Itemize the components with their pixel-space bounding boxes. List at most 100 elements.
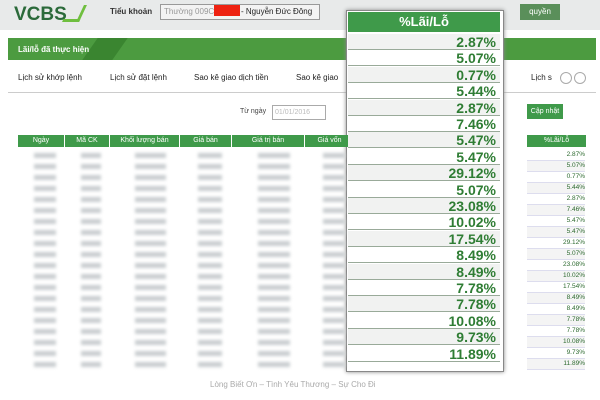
column-header: Ngày xyxy=(18,135,65,147)
rights-button[interactable]: quyền xyxy=(520,4,560,20)
profit-loss-cell: 23.08% xyxy=(527,260,585,271)
blurred-cell xyxy=(198,329,222,334)
blurred-cell xyxy=(134,252,166,257)
account-label: Tiểu khoản xyxy=(110,7,153,16)
blurred-cell xyxy=(198,318,222,323)
overlay-header: %Lãi/Lỗ xyxy=(348,12,500,32)
blurred-cell xyxy=(257,274,291,279)
overlay-cell: 5.07% xyxy=(348,181,500,198)
blurred-cell xyxy=(198,351,222,356)
from-label: Từ ngày xyxy=(240,108,267,115)
blurred-cell xyxy=(134,340,166,345)
blurred-cell xyxy=(34,362,56,367)
column-header: Khối lượng bán xyxy=(110,135,180,147)
blurred-cell xyxy=(34,351,56,356)
profit-loss-cell: 2.87% xyxy=(527,194,585,205)
overlay-cell: 2.87% xyxy=(348,99,500,116)
account-select[interactable] xyxy=(160,4,320,20)
overlay-cell: 5.47% xyxy=(348,132,500,149)
blurred-cell xyxy=(34,164,56,169)
blurred-cell xyxy=(80,329,101,334)
blurred-cell xyxy=(134,307,166,312)
blurred-cell xyxy=(257,208,291,213)
blurred-cell xyxy=(34,153,56,158)
tab[interactable]: Lịch sử đặt lệnh xyxy=(110,73,167,82)
column-header: Giá trị bán xyxy=(232,135,305,147)
blurred-cell xyxy=(80,186,101,191)
blurred-cell xyxy=(198,274,222,279)
blurred-cell xyxy=(134,241,166,246)
scroll-button xyxy=(574,72,586,84)
blurred-cell xyxy=(80,263,101,268)
tab[interactable]: Sao kê giao xyxy=(296,73,339,82)
blurred-cell xyxy=(322,153,345,158)
blurred-cell xyxy=(134,285,166,290)
blurred-cell xyxy=(257,351,291,356)
blurred-cell xyxy=(34,340,56,345)
profit-loss-cell: 5.07% xyxy=(527,249,585,260)
blurred-cell xyxy=(322,164,345,169)
profit-loss-cell: 5.44% xyxy=(527,183,585,194)
profit-loss-cell: 17.54% xyxy=(527,282,585,293)
tab[interactable]: Lịch sử khớp lệnh xyxy=(18,73,82,82)
from-input[interactable]: 01/01/2016 xyxy=(272,105,326,120)
blurred-cell xyxy=(134,197,166,202)
profit-loss-cell: 7.78% xyxy=(527,315,585,326)
blurred-cell xyxy=(134,186,166,191)
profit-loss-cell: 5.07% xyxy=(527,161,585,172)
blurred-cell xyxy=(80,351,101,356)
tab[interactable]: Sao kê giao dịch tiền xyxy=(194,73,269,82)
blurred-cell xyxy=(257,186,291,191)
blurred-cell xyxy=(322,318,345,323)
blurred-cell xyxy=(257,164,291,169)
blurred-cell xyxy=(257,175,291,180)
blurred-cell xyxy=(257,153,291,158)
blurred-cell xyxy=(322,285,345,290)
blurred-cell xyxy=(198,197,222,202)
blurred-cell xyxy=(322,329,345,334)
scroll-button xyxy=(560,72,572,84)
blurred-cell xyxy=(34,175,56,180)
blurred-cell xyxy=(34,296,56,301)
column-header: %Lãi/Lỗ xyxy=(527,135,587,147)
blurred-cell xyxy=(257,263,291,268)
blurred-cell xyxy=(134,219,166,224)
blurred-cell xyxy=(80,241,101,246)
blurred-cell xyxy=(322,307,345,312)
overlay-cell: 7.78% xyxy=(348,280,500,296)
overlay-cell: 9.73% xyxy=(348,329,500,346)
update-button[interactable]: Cập nhật xyxy=(527,104,563,119)
blurred-cell xyxy=(322,362,345,367)
blurred-cell xyxy=(34,307,56,312)
tab[interactable]: Lịch s xyxy=(531,73,552,82)
blurred-cell xyxy=(80,307,101,312)
blurred-cell xyxy=(322,296,345,301)
blurred-cell xyxy=(322,241,345,246)
blurred-cell xyxy=(257,230,291,235)
profit-loss-cell: 29.12% xyxy=(527,238,585,249)
blurred-cell xyxy=(257,362,291,367)
overlay-cell: 5.44% xyxy=(348,83,500,100)
blurred-cell xyxy=(198,296,222,301)
blurred-cell xyxy=(80,164,101,169)
overlay-cell: 10.02% xyxy=(348,214,500,231)
redaction xyxy=(214,5,240,16)
blurred-cell xyxy=(198,241,222,246)
divider xyxy=(8,92,596,93)
blurred-cell xyxy=(80,274,101,279)
blurred-cell xyxy=(322,175,345,180)
blurred-cell xyxy=(134,296,166,301)
blurred-cell xyxy=(34,186,56,191)
overlay-cell: 8.49% xyxy=(348,247,500,264)
blurred-cell xyxy=(322,197,345,202)
blurred-cell xyxy=(134,362,166,367)
overlay-cell: 29.12% xyxy=(348,165,500,182)
blurred-cell xyxy=(80,175,101,180)
blurred-cell xyxy=(80,296,101,301)
blurred-cell xyxy=(257,219,291,224)
blurred-cell xyxy=(134,263,166,268)
profit-loss-cell: 9.73% xyxy=(527,348,585,359)
blurred-cell xyxy=(322,208,345,213)
overlay-cell: 11.89% xyxy=(348,345,500,362)
blurred-cell xyxy=(134,351,166,356)
